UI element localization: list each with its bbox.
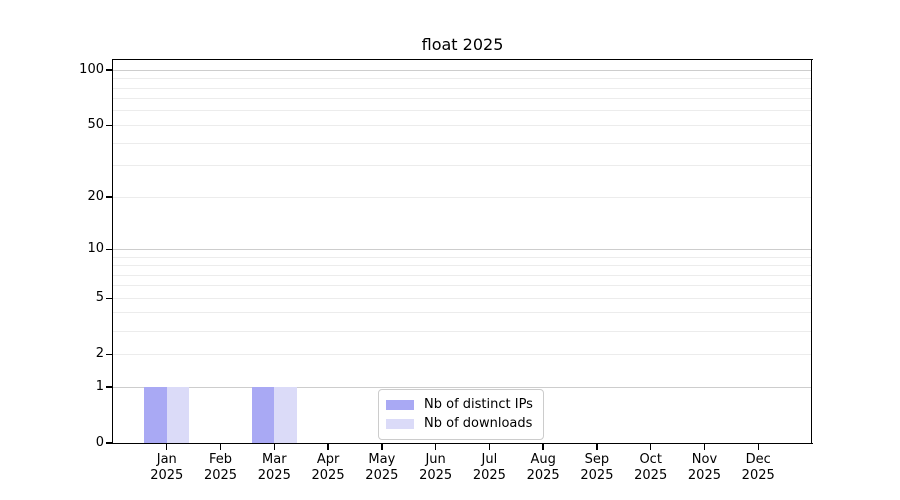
x-tick-mar: [273, 444, 275, 450]
legend-item-downloads: Nb of downloads: [386, 414, 535, 433]
legend-swatch-downloads: [386, 418, 414, 429]
gridline-y-30: [113, 165, 812, 167]
x-tick-jan: [166, 444, 168, 450]
y-tick-5: [106, 297, 112, 299]
x-tick-label-jan: Jan 2025: [150, 452, 184, 483]
y-tick-label-2: 2: [95, 346, 104, 362]
legend-swatch-distinct-ips: [386, 399, 414, 410]
x-tick-apr: [327, 444, 329, 450]
spine-right: [811, 59, 813, 445]
bar-downloads-jan: [166, 387, 190, 443]
gridline-y-1: [113, 386, 812, 388]
y-tick-10: [106, 248, 112, 250]
y-tick-label-1: 1: [95, 379, 104, 394]
x-tick-feb: [219, 444, 222, 450]
y-tick-1: [106, 386, 112, 388]
x-tick-dec: [757, 444, 759, 450]
gridline-y-9: [113, 256, 812, 258]
y-tick-100: [106, 69, 112, 71]
gridline-y-5: [113, 297, 812, 299]
gridline-y-50: [113, 124, 812, 126]
gridline-y-4: [113, 312, 812, 314]
y-tick-label-50: 50: [87, 117, 104, 133]
legend-label-downloads: Nb of downloads: [424, 416, 533, 431]
legend-item-distinct-ips: Nb of distinct IPs: [386, 395, 535, 414]
y-tick-label-100: 100: [79, 62, 104, 78]
y-tick-label-10: 10: [87, 241, 104, 257]
gridline-y-100: [113, 69, 812, 71]
spine-left: [112, 59, 114, 445]
y-tick-20: [106, 196, 112, 198]
x-tick-label-oct: Oct 2025: [634, 452, 668, 483]
x-tick-may: [381, 444, 383, 450]
x-tick-label-mar: Mar 2025: [257, 452, 291, 483]
x-tick-nov: [703, 444, 706, 450]
gridline-y-40: [113, 142, 812, 144]
plot-area: [113, 60, 812, 443]
gridline-y-80: [113, 87, 812, 89]
bar-distinct-ips-mar: [251, 387, 275, 443]
x-tick-label-jun: Jun 2025: [419, 452, 453, 483]
y-tick-label-5: 5: [95, 290, 104, 306]
gridline-y-70: [113, 98, 812, 100]
gridline-y-10: [113, 248, 812, 250]
x-tick-label-dec: Dec 2025: [741, 452, 775, 483]
gridline-y-20: [113, 196, 812, 198]
y-tick-label-20: 20: [87, 189, 104, 205]
gridline-y-7: [113, 274, 812, 276]
gridline-y-8: [113, 265, 812, 266]
x-tick-jun: [434, 444, 437, 450]
gridline-y-90: [113, 78, 812, 80]
spine-bottom: [112, 443, 813, 445]
gridline-y-6: [113, 285, 812, 287]
y-tick-0: [106, 442, 112, 444]
x-tick-label-nov: Nov 2025: [687, 452, 721, 483]
y-tick-label-0: 0: [95, 435, 104, 450]
x-tick-label-may: May 2025: [365, 452, 399, 483]
y-tick-50: [106, 124, 112, 127]
gridline-y-60: [113, 110, 812, 112]
x-tick-sep: [596, 444, 598, 450]
legend: Nb of distinct IPs Nb of downloads: [378, 389, 544, 440]
x-tick-label-apr: Apr 2025: [311, 452, 345, 483]
x-tick-oct: [649, 444, 652, 450]
gridline-y-3: [113, 330, 812, 332]
x-tick-label-feb: Feb 2025: [203, 452, 238, 483]
x-tick-jul: [488, 444, 491, 450]
chart-title: float 2025: [421, 35, 504, 54]
x-tick-aug: [542, 444, 544, 450]
gridline-y-2: [113, 353, 812, 355]
x-tick-label-sep: Sep 2025: [580, 452, 614, 483]
x-tick-label-aug: Aug 2025: [526, 452, 560, 483]
x-tick-label-jul: Jul 2025: [472, 452, 506, 483]
y-tick-2: [106, 353, 112, 355]
spine-top: [112, 59, 813, 61]
bar-downloads-mar: [274, 387, 297, 443]
legend-label-distinct-ips: Nb of distinct IPs: [424, 397, 533, 412]
bar-distinct-ips-jan: [144, 387, 167, 443]
